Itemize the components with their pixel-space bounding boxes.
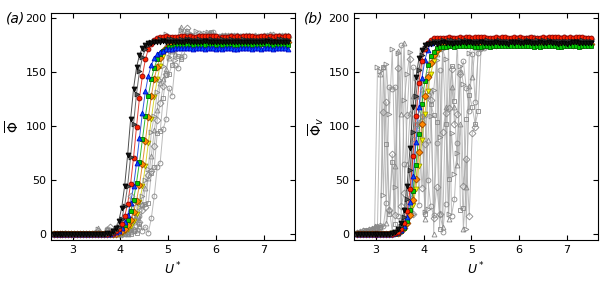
X-axis label: $U^*$: $U^*$ xyxy=(467,260,485,277)
X-axis label: $U^*$: $U^*$ xyxy=(164,260,182,277)
Text: (b): (b) xyxy=(304,11,323,25)
Y-axis label: $\overline{\Phi}_v$: $\overline{\Phi}_v$ xyxy=(306,117,326,136)
Y-axis label: $\overline{\Phi}$: $\overline{\Phi}$ xyxy=(4,120,22,133)
Text: (a): (a) xyxy=(6,11,25,25)
